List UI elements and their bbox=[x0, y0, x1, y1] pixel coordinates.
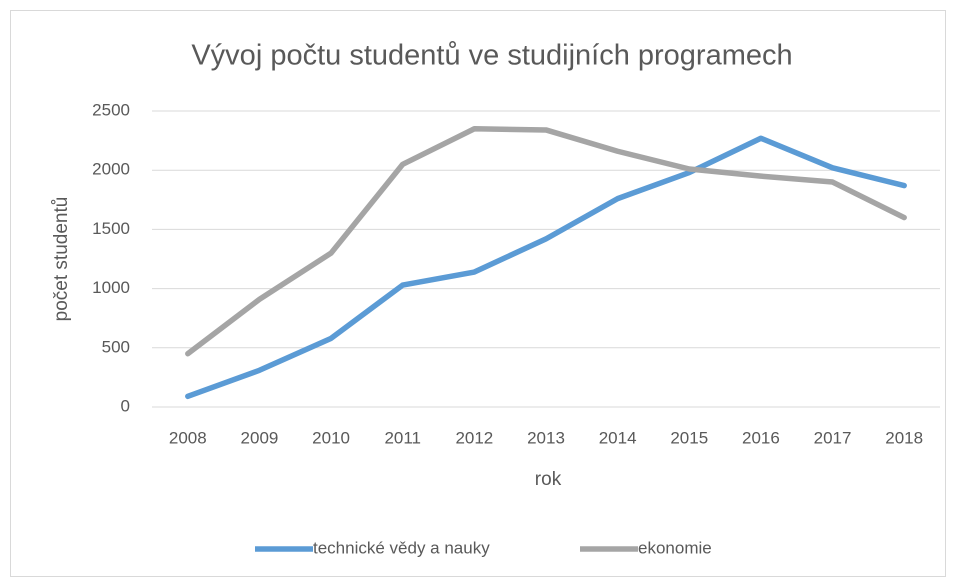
y-tick-label: 2000 bbox=[92, 160, 130, 179]
x-tick-label: 2010 bbox=[312, 428, 350, 447]
series-line bbox=[185, 135, 907, 400]
legend-label: technické vědy a nauky bbox=[313, 538, 490, 557]
x-tick-label: 2008 bbox=[169, 428, 207, 447]
x-tick-label: 2009 bbox=[241, 428, 279, 447]
x-tick-label: 2016 bbox=[742, 428, 780, 447]
x-axis-title: rok bbox=[535, 469, 562, 490]
x-tick-label: 2011 bbox=[384, 428, 421, 447]
series-line bbox=[185, 126, 907, 357]
x-tick-label: 2013 bbox=[527, 428, 565, 447]
x-tick-label: 2015 bbox=[670, 428, 708, 447]
y-tick-label: 500 bbox=[102, 337, 130, 356]
y-tick-label: 1000 bbox=[92, 278, 130, 297]
x-tick-label: 2014 bbox=[599, 428, 637, 447]
y-tick-label: 1500 bbox=[92, 219, 130, 238]
x-tick-label: 2017 bbox=[814, 428, 852, 447]
y-tick-label: 0 bbox=[121, 396, 130, 415]
chart-border bbox=[10, 10, 946, 577]
x-tick-label: 2018 bbox=[885, 428, 923, 447]
y-axis-title: počet studentů bbox=[51, 197, 72, 322]
chart-title: Vývoj počtu studentů ve studijních progr… bbox=[191, 40, 792, 72]
y-tick-label: 2500 bbox=[92, 100, 130, 119]
legend-label: ekonomie bbox=[638, 538, 712, 557]
x-tick-label: 2012 bbox=[455, 428, 493, 447]
